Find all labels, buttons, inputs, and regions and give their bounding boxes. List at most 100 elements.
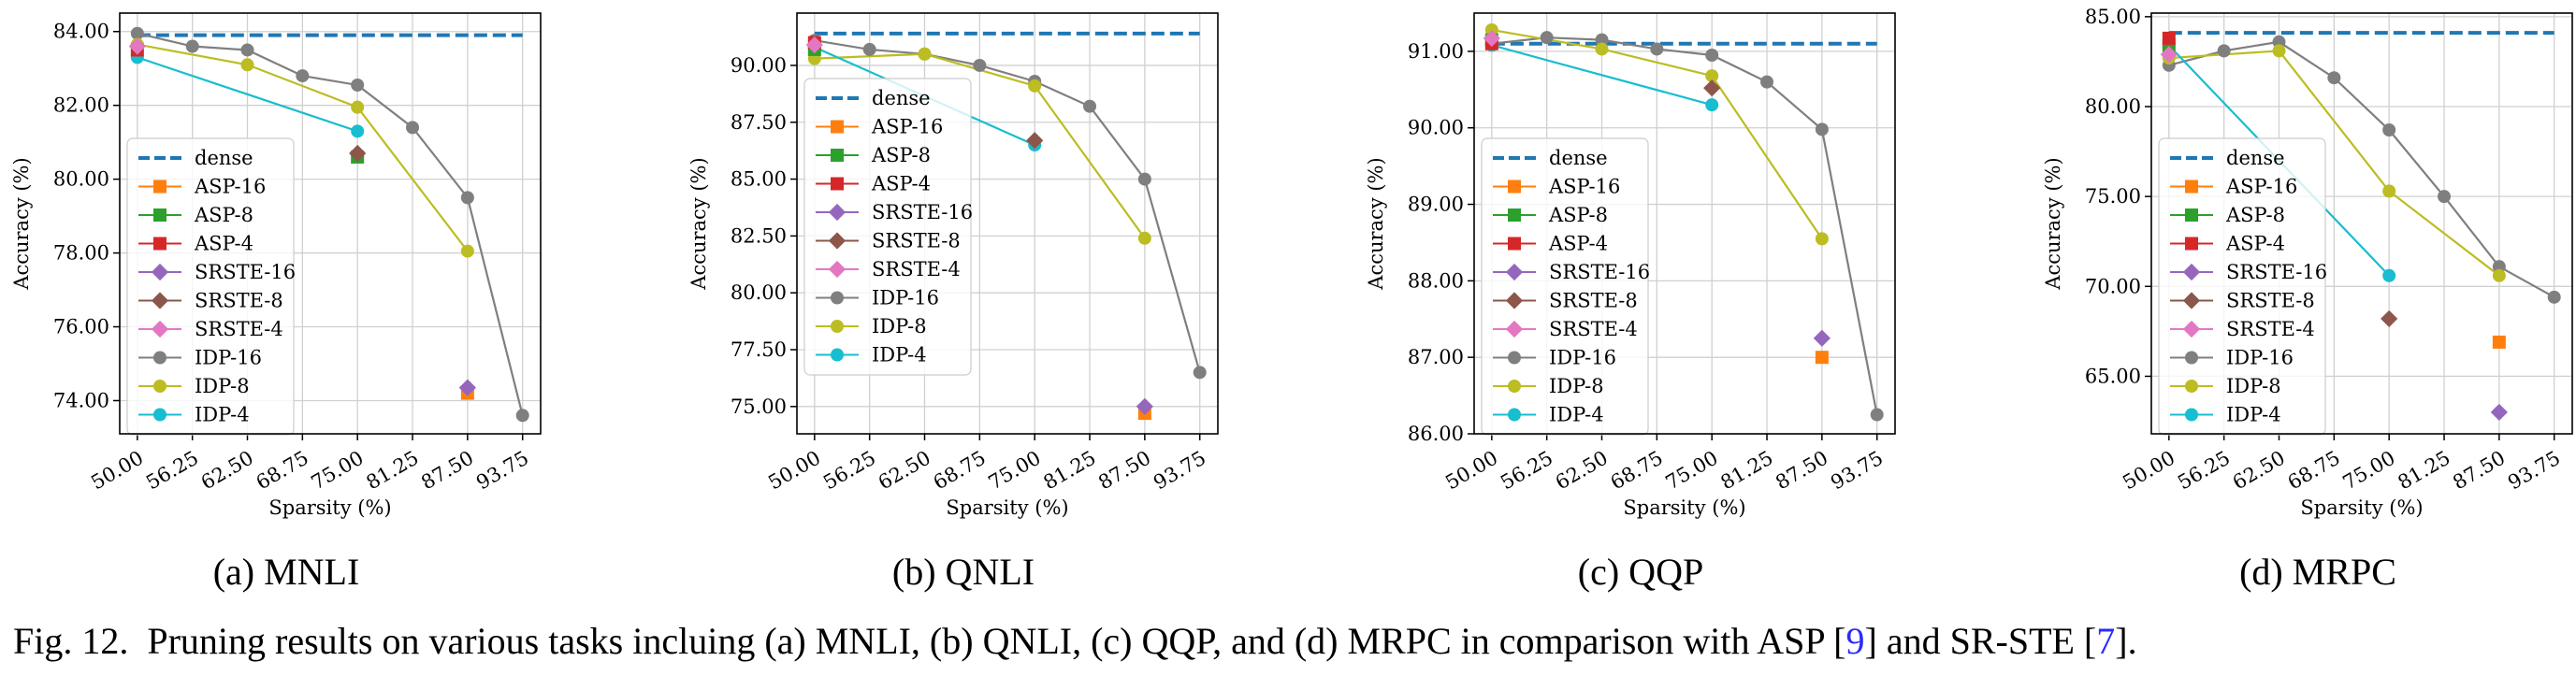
data-point-srste-16 bbox=[1813, 329, 1831, 347]
caption-text-mid: ] and SR-STE [ bbox=[1864, 620, 2097, 662]
data-point-idp-4 bbox=[1705, 98, 1719, 112]
data-point-asp-4 bbox=[2162, 31, 2176, 45]
chart-panel-4: 50.0056.2562.5068.7575.0081.2587.5093.75… bbox=[2042, 6, 2573, 519]
x-tick-label: 68.75 bbox=[930, 447, 990, 495]
data-point-idp-16 bbox=[2438, 190, 2452, 204]
citation-link-srste[interactable]: 7 bbox=[2096, 620, 2116, 662]
data-point-idp-8 bbox=[1137, 231, 1151, 245]
y-tick-label: 77.50 bbox=[731, 338, 787, 361]
x-tick-label: 87.50 bbox=[2449, 447, 2509, 495]
data-point-idp-16 bbox=[1650, 42, 1664, 56]
legend-marker-srste-16 bbox=[2182, 263, 2201, 281]
legend-label-asp-16: ASP-16 bbox=[2225, 176, 2297, 198]
data-point-idp-16 bbox=[351, 78, 365, 92]
legend-marker-asp-16 bbox=[2185, 180, 2198, 194]
data-point-idp-8 bbox=[2492, 268, 2506, 282]
x-tick-label: 87.50 bbox=[1094, 447, 1154, 495]
legend-label-idp-8: IDP-8 bbox=[2226, 375, 2281, 397]
x-tick-label: 50.00 bbox=[764, 447, 824, 495]
legend-marker-asp-8 bbox=[831, 149, 844, 162]
data-point-srste-8 bbox=[349, 144, 367, 163]
y-tick-label: 76.00 bbox=[53, 316, 109, 338]
x-axis-label: Sparsity (%) bbox=[268, 496, 391, 519]
legend-label-srste-4: SRSTE-4 bbox=[195, 318, 283, 340]
x-tick-label: 56.25 bbox=[142, 447, 202, 495]
legend-label-asp-4: ASP-4 bbox=[194, 233, 253, 255]
legend-marker-srste-8 bbox=[2182, 292, 2201, 309]
legend-marker-idp-8 bbox=[2185, 380, 2198, 393]
series-line-idp-4 bbox=[137, 56, 358, 133]
data-point-idp-16 bbox=[406, 121, 420, 135]
legend-marker-srste-16 bbox=[151, 263, 169, 281]
data-point-srste-4 bbox=[128, 37, 146, 55]
y-tick-label: 90.00 bbox=[731, 54, 787, 77]
legend-label-idp-16: IDP-16 bbox=[2226, 347, 2294, 369]
legend-marker-asp-16 bbox=[831, 120, 844, 134]
legend-box bbox=[2158, 137, 2326, 436]
x-tick-label: 50.00 bbox=[1441, 447, 1501, 495]
caption-text: Pruning results on various tasks incluin… bbox=[147, 620, 1846, 662]
legend-marker-idp-8 bbox=[1508, 380, 1521, 393]
legend-label-idp-16: IDP-16 bbox=[1549, 347, 1616, 369]
data-point-srste-16 bbox=[1136, 397, 1153, 415]
legend-marker-asp-16 bbox=[153, 180, 166, 194]
subcaption-qqp: (c) QQP bbox=[1577, 551, 1704, 593]
data-point-idp-8 bbox=[1595, 42, 1609, 56]
legend-label-asp-16: ASP-16 bbox=[194, 176, 266, 198]
data-point-idp-16 bbox=[2272, 35, 2286, 49]
data-point-idp-8 bbox=[2272, 44, 2286, 58]
legend-marker-asp-16 bbox=[1508, 180, 1521, 194]
legend-marker-idp-8 bbox=[831, 320, 844, 333]
legend-label-asp-8: ASP-8 bbox=[194, 204, 253, 226]
plot-frame bbox=[2150, 12, 2573, 435]
legend-box bbox=[126, 137, 295, 436]
legend-label-srste-16: SRSTE-16 bbox=[195, 261, 296, 283]
data-point-idp-16 bbox=[1705, 49, 1719, 62]
legend-label-idp-8: IDP-8 bbox=[195, 375, 250, 397]
y-tick-label: 80.00 bbox=[731, 281, 787, 304]
data-point-idp-16 bbox=[1760, 75, 1774, 89]
data-point-idp-16 bbox=[240, 43, 254, 57]
legend: dense ASP-16 ASP-8 ASP-4 SRSTE-16 SRSTE-8 SRST… bbox=[1481, 137, 1650, 436]
legend-marker-asp-8 bbox=[2185, 208, 2198, 222]
legend-marker-idp-16 bbox=[2185, 351, 2198, 365]
y-tick-label: 87.00 bbox=[1408, 346, 1464, 368]
x-tick-label: 93.75 bbox=[472, 447, 532, 495]
legend-marker-srste-4 bbox=[1505, 320, 1524, 338]
x-tick-label: 68.75 bbox=[1607, 447, 1667, 495]
legend-label-srste-4: SRSTE-4 bbox=[1549, 318, 1638, 340]
data-point-idp-16 bbox=[973, 58, 987, 72]
data-point-idp-16 bbox=[1193, 366, 1207, 380]
legend-label-idp-4: IDP-4 bbox=[2226, 404, 2281, 426]
legend-marker-asp-8 bbox=[1508, 208, 1521, 222]
legend-label-srste-4: SRSTE-4 bbox=[872, 258, 961, 280]
legend-label-asp-8: ASP-8 bbox=[871, 144, 931, 166]
y-tick-label: 91.00 bbox=[1408, 40, 1464, 63]
legend-label-srste-8: SRSTE-8 bbox=[2226, 290, 2315, 312]
legend-marker-idp-16 bbox=[153, 351, 166, 365]
x-tick-label: 56.25 bbox=[2174, 447, 2234, 495]
x-tick-label: 93.75 bbox=[1827, 447, 1887, 495]
data-point-idp-4 bbox=[2382, 268, 2396, 282]
data-point-srste-4 bbox=[805, 36, 823, 54]
x-tick-label: 75.00 bbox=[2339, 447, 2399, 495]
y-axis-label: Accuracy (%) bbox=[10, 157, 33, 290]
citation-link-asp[interactable]: 9 bbox=[1845, 620, 1865, 662]
legend: dense ASP-16 ASP-8 ASP-4 SRSTE-16 SRSTE-8 SRST… bbox=[803, 78, 973, 376]
x-tick-label: 81.25 bbox=[2394, 447, 2453, 495]
legend-label-asp-8: ASP-8 bbox=[2225, 204, 2285, 226]
plot-frame bbox=[796, 12, 1219, 435]
chart-panel-2: 50.0056.2562.5068.7575.0081.2587.5093.75… bbox=[687, 12, 1219, 519]
legend-marker-idp-8 bbox=[153, 380, 166, 393]
legend-marker-srste-4 bbox=[828, 260, 847, 279]
data-point-idp-16 bbox=[1595, 33, 1609, 47]
data-point-srste-4 bbox=[1483, 29, 1500, 48]
data-point-idp-16 bbox=[130, 26, 144, 40]
series-line-idp-16 bbox=[137, 32, 524, 416]
data-point-idp-16 bbox=[2217, 44, 2231, 58]
chart-panel-3: 50.0056.2562.5068.7575.0081.2587.5093.75… bbox=[1365, 12, 1896, 519]
series-line-idp-4 bbox=[1491, 44, 1713, 107]
x-tick-label: 87.50 bbox=[417, 447, 477, 495]
legend-label-srste-8: SRSTE-8 bbox=[1549, 290, 1638, 312]
legend-label-srste-16: SRSTE-16 bbox=[1549, 261, 1650, 283]
